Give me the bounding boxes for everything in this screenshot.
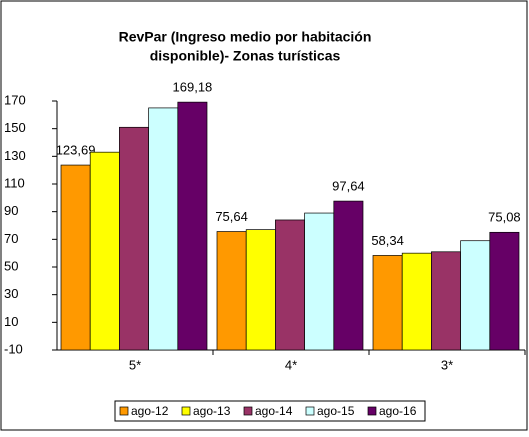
- bar: [177, 101, 208, 351]
- bar: [119, 126, 149, 351]
- bar: [275, 219, 305, 351]
- legend-box: [114, 400, 426, 422]
- legend-label: ago-12: [131, 404, 169, 418]
- y-tick-label: 90: [4, 203, 18, 218]
- x-tick-label: 4*: [285, 357, 297, 372]
- bar: [216, 231, 247, 351]
- y-tick-label: -10: [4, 341, 23, 356]
- y-tick-label: 30: [4, 286, 18, 301]
- bar: [304, 212, 335, 351]
- y-tick-label: 70: [4, 231, 18, 246]
- bar: [60, 164, 91, 351]
- bar: [460, 240, 491, 351]
- data-label: 169,18: [173, 80, 213, 95]
- legend-label: ago-14: [255, 404, 293, 418]
- bar: [333, 200, 364, 351]
- chart-title: RevPar (Ingreso medio por habitación: [119, 29, 372, 45]
- x-tick-label: 3*: [441, 357, 453, 372]
- legend-swatch: [367, 406, 377, 416]
- data-label: 97,64: [332, 179, 365, 194]
- y-tick-label: 10: [4, 314, 18, 329]
- y-tick-label: 110: [4, 175, 25, 190]
- y-tick-label: 150: [4, 120, 26, 135]
- legend-swatch: [305, 406, 315, 416]
- data-label: 58,34: [371, 233, 404, 248]
- legend-label: ago-16: [379, 404, 417, 418]
- bar: [489, 231, 520, 351]
- x-tick-label: 5*: [129, 357, 141, 372]
- data-label: 75,64: [215, 209, 248, 224]
- bar: [89, 151, 120, 351]
- y-tick-label: 130: [4, 148, 26, 163]
- legend-swatch: [181, 406, 191, 416]
- bar: [401, 252, 432, 351]
- bar: [372, 255, 403, 351]
- data-label: 123,69: [56, 142, 96, 157]
- data-label: 75,08: [488, 210, 521, 225]
- y-tick-label: 170: [4, 92, 26, 107]
- bar: [431, 251, 461, 351]
- legend-swatch: [119, 406, 129, 416]
- y-tick-label: 50: [4, 258, 18, 273]
- chart-title: disponible)- Zonas turísticas: [150, 48, 341, 64]
- legend-label: ago-13: [193, 404, 231, 418]
- legend-label: ago-15: [317, 404, 355, 418]
- bar: [245, 229, 276, 351]
- legend-swatch: [243, 406, 253, 416]
- bar: [148, 107, 179, 351]
